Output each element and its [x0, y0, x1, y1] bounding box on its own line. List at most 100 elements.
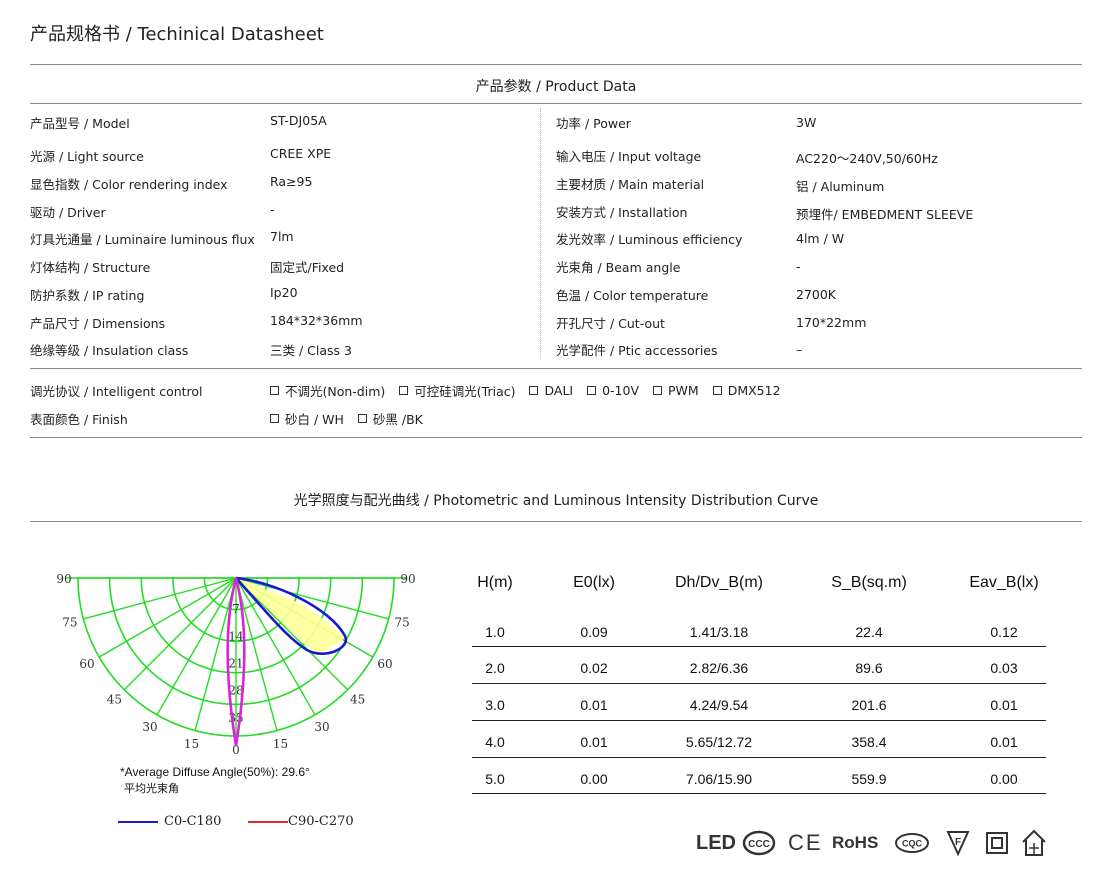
checkbox[interactable]: [587, 386, 597, 395]
table-cell: 0.01: [990, 697, 1018, 713]
spec-value: 固定式/Fixed: [270, 260, 345, 275]
control-option-label: 0-10V: [602, 383, 640, 398]
polar-radial-label: 21: [228, 657, 243, 671]
table-cell: 89.6: [855, 660, 883, 676]
table-row-line: [472, 646, 1046, 647]
polar-angle-label: 60: [79, 657, 94, 671]
control-options: 不调光(Non-dim) 可控硅调光(Triac) DALI 0-10V PWM DMX5…: [270, 380, 795, 400]
polar-angle-label: 0: [232, 743, 240, 757]
table-cell: 2.0: [485, 660, 505, 676]
checkbox[interactable]: [653, 386, 663, 395]
table-header: H(m): [477, 574, 513, 591]
spec-value: –: [796, 342, 803, 357]
checkbox[interactable]: [712, 386, 722, 395]
polar-angle-label: 30: [142, 720, 157, 734]
checkbox[interactable]: [529, 386, 539, 395]
legend-c0-label: C0-C180: [164, 814, 222, 829]
control-option[interactable]: DALI: [529, 383, 573, 398]
checkbox[interactable]: [399, 386, 409, 395]
photometric-title: 光学照度与配光曲线 / Photometric and Luminous Int…: [293, 493, 819, 509]
legend-line-c0: [118, 821, 158, 823]
control-option[interactable]: PWM: [653, 383, 699, 398]
spec-label: 绝缘等级 / Insulation class: [30, 343, 189, 358]
spec-label: 灯具光通量 / Luminaire luminous flux: [30, 232, 255, 247]
table-header: Eav_B(lx): [969, 574, 1039, 591]
control-option-label: 可控硅调光(Triac): [414, 384, 516, 399]
spec-value: 铝 / Aluminum: [796, 179, 885, 194]
spec-label: 光束角 / Beam angle: [556, 260, 681, 275]
spec-value: 2700K: [796, 287, 837, 302]
spec-label: 光源 / Light source: [30, 149, 144, 164]
polar-spoke: [235, 577, 316, 716]
table-cell: 201.6: [851, 697, 887, 713]
control-option-label: PWM: [668, 383, 699, 398]
table-cell: 0.01: [580, 734, 608, 750]
table-row-line: [472, 683, 1046, 684]
indoor-use-icon: [1022, 829, 1046, 856]
checkbox[interactable]: [270, 386, 279, 395]
polar-spoke: [156, 577, 237, 716]
table-row-line: [472, 720, 1046, 721]
spec-value: AC220～240V,50/60Hz: [796, 151, 938, 166]
ce-mark: CE: [788, 830, 823, 855]
polar-radial-label: 28: [228, 684, 243, 698]
spec-value: -: [796, 259, 801, 274]
polar-angle-label: 45: [107, 693, 122, 707]
divider: [30, 103, 1082, 104]
table-cell: 4.24/9.54: [689, 697, 749, 713]
table-row-line: [472, 793, 1046, 794]
polar-angle-label: 30: [314, 720, 329, 734]
finish-option-label: 砂白 / WH: [285, 412, 344, 427]
spec-value: 3W: [796, 115, 817, 130]
table-cell: 0.03: [990, 660, 1018, 676]
finish-options: 砂白 / WH 砂黑 /BK: [270, 408, 437, 428]
table-cell: 5.0: [485, 771, 505, 787]
spec-value: CREE XPE: [270, 146, 332, 161]
spec-value: 预埋件/ EMBEDMENT SLEEVE: [796, 207, 974, 222]
spec-label: 色温 / Color temperature: [556, 288, 709, 303]
spec-value: 170*22mm: [796, 315, 867, 330]
polar-angle-label: 15: [184, 737, 199, 751]
divider: [30, 368, 1082, 369]
table-cell: 4.0: [485, 734, 505, 750]
c0-curve: [235, 576, 348, 656]
control-option[interactable]: 不调光(Non-dim): [270, 381, 385, 400]
table-cell: 22.4: [855, 624, 883, 640]
spec-value: Ip20: [270, 285, 298, 300]
beam-fill: [236, 578, 345, 656]
control-option[interactable]: 0-10V: [587, 383, 639, 398]
finish-option[interactable]: 砂黑 /BK: [357, 409, 423, 428]
table-cell: 1.41/3.18: [689, 624, 749, 640]
spec-value: Ra≥95: [270, 174, 313, 189]
checkbox[interactable]: [357, 414, 367, 423]
divider: [30, 64, 1082, 65]
control-option[interactable]: DMX512: [712, 383, 781, 398]
table-cell: 0.00: [990, 771, 1018, 787]
table-cell: 3.0: [485, 697, 505, 713]
ccc-text: CCC: [748, 839, 770, 850]
polar-spoke: [194, 577, 237, 731]
cqc-text: CQC: [902, 839, 923, 849]
f-text: F: [955, 837, 961, 848]
spec-label: 防护系数 / IP rating: [30, 288, 145, 303]
polar-angle-label: 90: [400, 572, 415, 586]
diffuse-angle-note: *Average Diffuse Angle(50%): 29.6°: [120, 765, 310, 779]
table-cell: 1.0: [485, 624, 505, 640]
control-option-label: DALI: [544, 383, 574, 398]
table-cell: 0.01: [990, 734, 1018, 750]
spec-value: 7lm: [270, 229, 294, 244]
spec-label: 开孔尺寸 / Cut-out: [556, 316, 665, 331]
finish-option[interactable]: 砂白 / WH: [270, 409, 344, 428]
legend-line-c90: [248, 821, 288, 823]
control-option-label: 不调光(Non-dim): [285, 384, 386, 399]
checkbox[interactable]: [270, 414, 279, 423]
table-cell: 0.01: [580, 697, 608, 713]
table-cell: 0.09: [580, 624, 608, 640]
spec-value: 4lm / W: [796, 231, 845, 246]
ccc-mark-icon: CCC: [742, 830, 776, 856]
table-cell: 559.9: [851, 771, 887, 787]
control-option[interactable]: 可控硅调光(Triac): [399, 381, 515, 400]
legend-c90-label: C90-C270: [288, 814, 354, 829]
c90-curve: [226, 577, 246, 747]
